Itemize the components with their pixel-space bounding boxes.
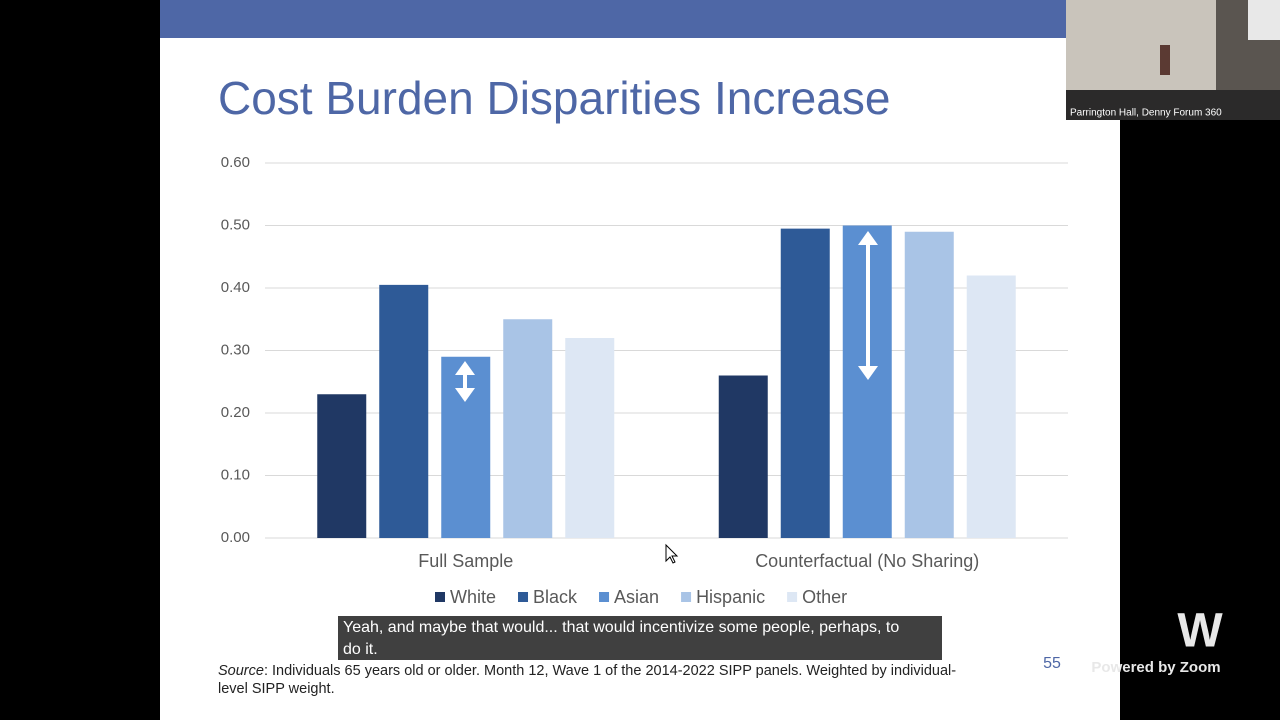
source-text-2: level SIPP weight.: [218, 681, 335, 697]
arrow-head: [858, 366, 878, 380]
caption-line: Yeah, and maybe that would... that would…: [343, 619, 899, 636]
legend-swatch: [518, 592, 529, 602]
y-tick-label: 0.10: [221, 466, 250, 483]
arrow-head: [455, 388, 475, 402]
x-tick-label: Counterfactual (No Sharing): [755, 551, 979, 571]
y-tick-label: 0.40: [221, 279, 250, 296]
legend-swatch: [435, 592, 445, 602]
caption-box: [338, 616, 942, 660]
video-screen: [1248, 0, 1280, 40]
video-wall: [1066, 0, 1216, 95]
y-tick-label: 0.00: [221, 529, 250, 546]
bar: [379, 284, 429, 538]
bar: [565, 338, 615, 538]
legend-label: Hispanic: [696, 587, 765, 607]
bar: [904, 231, 954, 538]
legend-label: Asian: [614, 587, 659, 607]
source-note: Source: Individuals 65 years old or olde…: [218, 663, 956, 679]
legend-label: Black: [533, 587, 578, 607]
chart-title: Cost Burden Disparities Increase: [218, 72, 890, 124]
legend-label: White: [450, 587, 496, 607]
legend-swatch: [599, 592, 610, 602]
zoom-logo: W: [1177, 605, 1223, 658]
bar: [966, 275, 1016, 538]
cursor: [665, 543, 679, 564]
x-tick-label: Full Sample: [418, 551, 513, 571]
zoom-powered: Powered by Zoom: [1091, 659, 1220, 676]
caption-line: do it.: [343, 641, 378, 658]
page-number: 55: [1043, 655, 1061, 672]
y-tick-label: 0.50: [221, 216, 250, 233]
video-label: Parrington Hall, Denny Forum 360: [1070, 108, 1222, 119]
legend-swatch: [787, 592, 798, 602]
video-speaker: [1160, 45, 1170, 75]
bar: [718, 375, 768, 538]
video-audience: [1066, 90, 1280, 120]
bar: [780, 228, 830, 538]
slide-header-bar: [160, 0, 1066, 38]
y-tick-label: 0.20: [221, 404, 250, 421]
legend-swatch: [681, 592, 692, 602]
arrow-head: [455, 361, 475, 375]
bar: [317, 394, 367, 538]
legend-label: Other: [802, 587, 847, 607]
y-tick-label: 0.60: [221, 154, 250, 171]
source-label: Source: [218, 663, 264, 679]
source-text: : Individuals 65 years old or older. Mon…: [264, 663, 956, 679]
slide: [160, 0, 1120, 720]
arrow-head: [858, 231, 878, 245]
y-tick-label: 0.30: [221, 341, 250, 358]
bar: [503, 319, 553, 538]
